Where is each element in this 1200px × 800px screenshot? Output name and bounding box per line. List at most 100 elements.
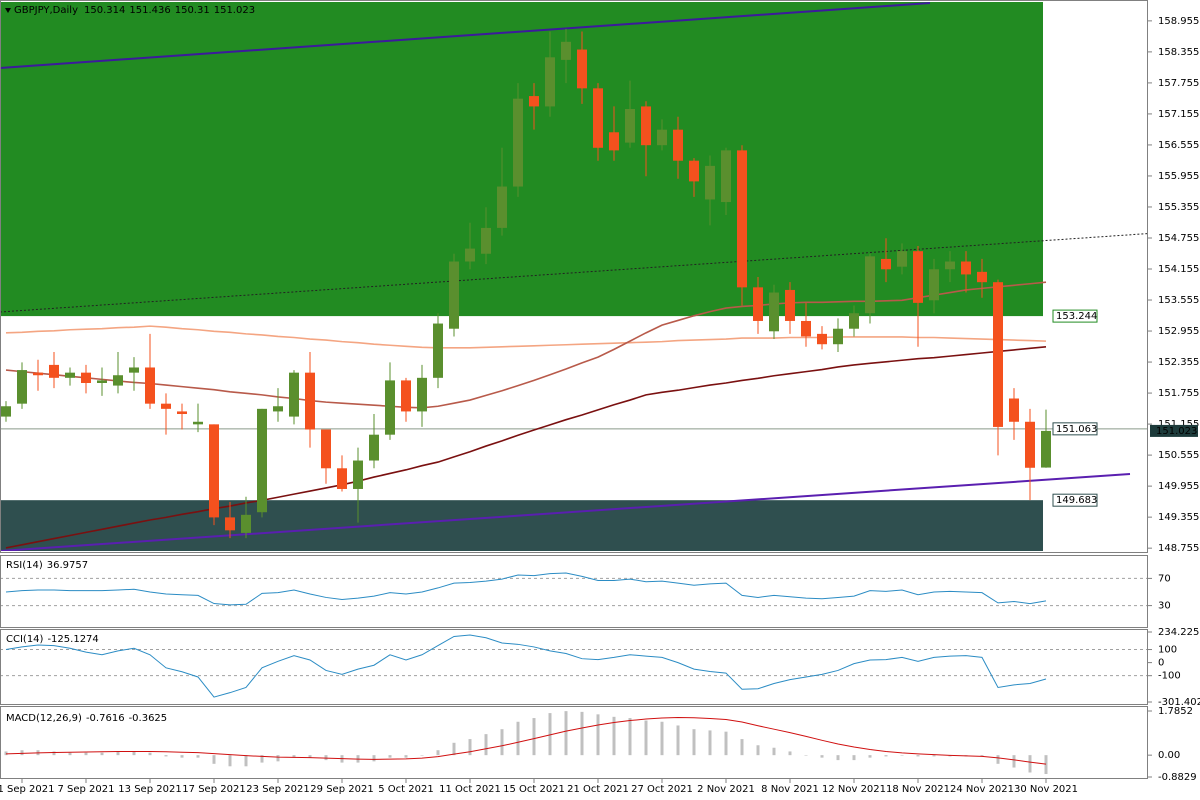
histogram-bar: [100, 752, 104, 756]
x-tick-label: 27 Oct 2021: [631, 784, 693, 795]
histogram-bar: [580, 711, 584, 756]
candle-body: [977, 271, 987, 283]
y-tick-label: 158.355: [1158, 47, 1199, 58]
candle-body: [593, 88, 603, 148]
level-label: 151.063: [1056, 424, 1097, 435]
histogram-bar: [868, 755, 872, 758]
candle-body: [401, 380, 411, 412]
histogram-bar: [660, 721, 664, 756]
candle-body: [753, 287, 763, 321]
histogram-bar: [292, 755, 296, 758]
histogram-bar: [980, 755, 984, 757]
histogram-bar: [164, 755, 168, 757]
candle-body: [273, 406, 283, 412]
candle-body: [161, 403, 171, 409]
candle-body: [65, 372, 75, 378]
candle-body: [545, 57, 555, 107]
y-tick-label: 153.555: [1158, 295, 1199, 306]
level-label-box: [1052, 309, 1098, 323]
histogram-bar: [84, 752, 88, 756]
candle-body: [145, 367, 155, 404]
candle-body: [497, 186, 507, 228]
y-tick-label: 150.555: [1158, 450, 1199, 461]
candle-body: [289, 372, 299, 417]
candle-body: [97, 380, 107, 383]
x-tick-label: 2 Nov 2021: [697, 784, 755, 795]
histogram-bar: [20, 750, 24, 756]
candle-body: [385, 380, 395, 435]
candle-body: [529, 96, 539, 107]
candle-body: [913, 251, 923, 303]
candle-body: [993, 282, 1003, 427]
moving-average: [5, 325, 1047, 349]
level-label-box: [1052, 422, 1098, 436]
labels: GBPJPY,Daily 150.314 151.436 150.31 151.023 …: [0, 5, 1200, 795]
candle-body: [609, 132, 619, 151]
candle-body: [81, 372, 91, 383]
histogram-bar: [996, 755, 1000, 764]
y-tick-label: 0.00: [1158, 750, 1180, 761]
histogram-bar: [820, 755, 824, 758]
candle-body: [1009, 398, 1019, 422]
histogram-bar: [244, 755, 248, 767]
histogram-bar: [596, 714, 600, 756]
candle-body: [449, 261, 459, 329]
indicator-title: RSI(14): [6, 560, 43, 571]
x-tick-label: 8 Nov 2021: [761, 784, 819, 795]
histogram-bar: [132, 751, 136, 756]
x-tick-label: 13 Sep 2021: [118, 784, 181, 795]
candle-body: [961, 261, 971, 275]
candle-body: [209, 424, 219, 518]
candle-body: [1, 406, 11, 417]
y-tick-label: -100: [1158, 671, 1181, 682]
y-tick-label: 149.955: [1158, 481, 1199, 492]
histogram-bar: [628, 718, 632, 756]
histogram-bar: [852, 755, 856, 761]
indicator-value: 36.9757: [47, 560, 88, 571]
ohlc-low: 150.31: [175, 5, 210, 16]
indicator-line: [5, 717, 1047, 765]
x-tick-label: 5 Oct 2021: [378, 784, 433, 795]
candle-body: [801, 320, 811, 337]
histogram-bar: [516, 721, 520, 756]
candle-body: [513, 98, 523, 187]
histogram-bar: [676, 725, 680, 756]
x-tick-label: 12 Nov 2021: [822, 784, 886, 795]
candle-body: [369, 434, 379, 461]
candle-body: [881, 258, 891, 270]
candle-body: [129, 367, 139, 373]
histogram-bar: [708, 730, 712, 756]
candle-body: [17, 370, 27, 404]
histogram-bar: [532, 718, 536, 756]
candle-body: [737, 150, 747, 288]
candle-body: [33, 372, 43, 376]
candle-body: [721, 150, 731, 203]
candle-body: [1041, 430, 1051, 468]
histogram-bar: [436, 750, 440, 756]
candle-body: [225, 517, 235, 531]
indicator-line: [5, 634, 1047, 698]
candle-body: [257, 408, 267, 513]
y-tick-label: 158.955: [1158, 16, 1199, 27]
macd-pane-border: [0, 706, 1148, 779]
y-tick-label: 70: [1158, 573, 1171, 584]
y-tick-label: 152.355: [1158, 357, 1199, 368]
histogram-bar: [4, 751, 8, 756]
indicator-value: -0.3625: [129, 713, 168, 724]
y-tick-label: -0.8829: [1158, 772, 1197, 783]
zone: [0, 500, 1043, 551]
histogram-bar: [68, 752, 72, 756]
main-pane-border: [0, 0, 1148, 553]
level-label: 149.683: [1056, 495, 1097, 506]
candle-body: [849, 313, 859, 329]
candle-body: [241, 514, 251, 533]
candle-body: [481, 227, 491, 254]
channel-bottom: [0, 473, 1131, 551]
y-tick-label: 155.955: [1158, 171, 1199, 182]
candle-body: [577, 49, 587, 89]
histogram-bar: [932, 755, 936, 757]
indicator-value: -0.7616: [86, 713, 125, 724]
y-tick-label: 149.355: [1158, 512, 1199, 523]
indicator-value: -125.1274: [47, 634, 98, 645]
